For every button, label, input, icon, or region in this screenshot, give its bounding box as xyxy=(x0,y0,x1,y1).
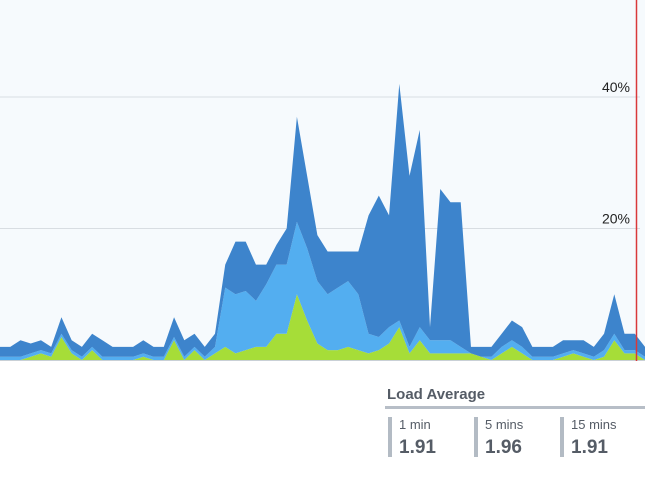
area xyxy=(0,83,645,357)
item-label: 5 mins xyxy=(485,417,524,432)
load-average-panel: Load Average 1 min 1.91 5 mins 1.96 15 mins 1… xyxy=(385,386,645,458)
y-tick-label: 40% xyxy=(602,79,630,95)
item-value: 1.91 xyxy=(399,437,436,458)
panel-underline xyxy=(385,406,645,409)
item-label: 15 mins xyxy=(571,417,617,432)
panel-title: Load Average xyxy=(387,386,485,403)
chart: 20% 40% xyxy=(0,79,645,361)
y-tick-label: 20% xyxy=(602,210,630,226)
area xyxy=(0,221,645,360)
item-bar xyxy=(474,417,478,457)
item-label: 1 min xyxy=(399,417,431,432)
item-value: 1.91 xyxy=(571,437,608,458)
item-value: 1.96 xyxy=(485,437,522,458)
item-bar xyxy=(560,417,564,457)
item-bar xyxy=(388,417,392,457)
